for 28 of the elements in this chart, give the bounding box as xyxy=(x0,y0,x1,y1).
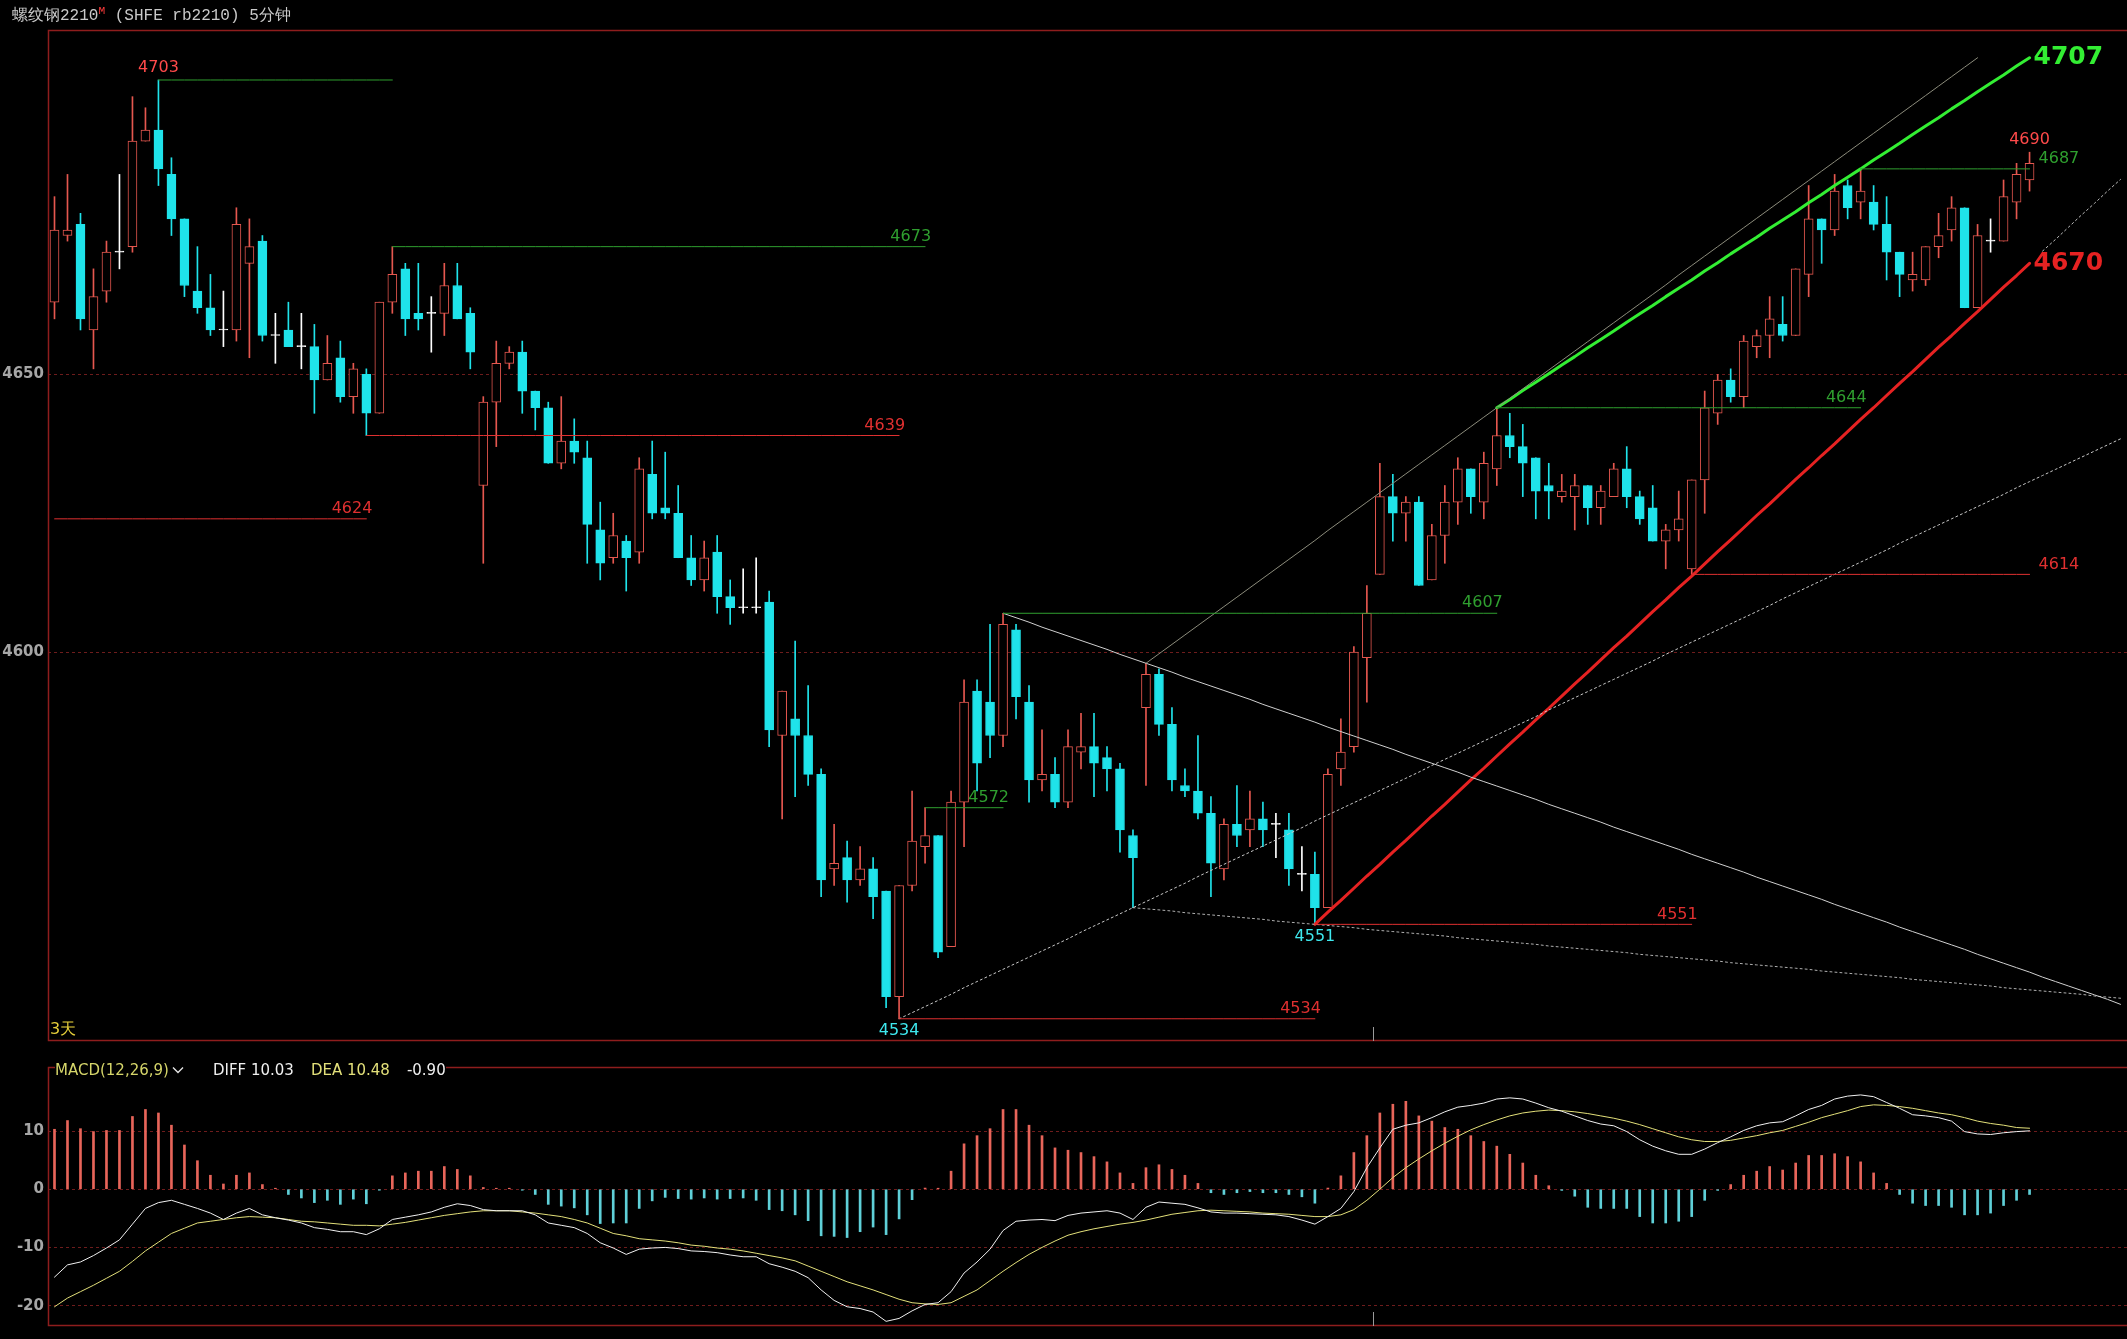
series-label: 4673 xyxy=(890,225,932,245)
series-label: 4614 xyxy=(2038,553,2080,573)
annotation: -0.90 xyxy=(406,1061,446,1079)
series-label: 4644 xyxy=(1825,386,1867,406)
y-tick-label: -10 xyxy=(16,1237,44,1256)
y-tick-label: -20 xyxy=(16,1295,44,1314)
series-label: 4607 xyxy=(1462,592,1503,612)
series-label: 4639 xyxy=(864,414,906,434)
legend-title: MACD(12,26,9) xyxy=(55,1061,169,1079)
annotation: 3天 xyxy=(50,1019,77,1039)
series-label: 4687 xyxy=(2038,148,2080,168)
y-tick-label: 10 xyxy=(23,1120,44,1139)
series-label: 4670 xyxy=(2033,246,2104,276)
series-label: 4707 xyxy=(2033,41,2104,71)
y-tick-label: 4650 xyxy=(2,364,44,383)
annotation: 4534 xyxy=(1280,997,1321,1017)
chart-title: 螺纹钢2210$^{M}$ (SHFE rb2210) 5分钟 xyxy=(12,5,291,26)
legend-label: DIFF 10.03 xyxy=(212,1061,294,1079)
series-label: 4624 xyxy=(331,497,373,517)
annotation: 4690 xyxy=(2009,129,2050,149)
series-label: 4551 xyxy=(1294,925,1336,945)
annotation: 4551 xyxy=(1656,903,1698,923)
y-tick-label: 4600 xyxy=(2,642,44,661)
series-label: 4534 xyxy=(878,1019,920,1039)
y-tick-label: 0 xyxy=(33,1179,44,1198)
series-label: 4572 xyxy=(968,786,1010,806)
annotation: 4703 xyxy=(138,57,179,77)
text: DEA 10.48 xyxy=(310,1061,390,1079)
